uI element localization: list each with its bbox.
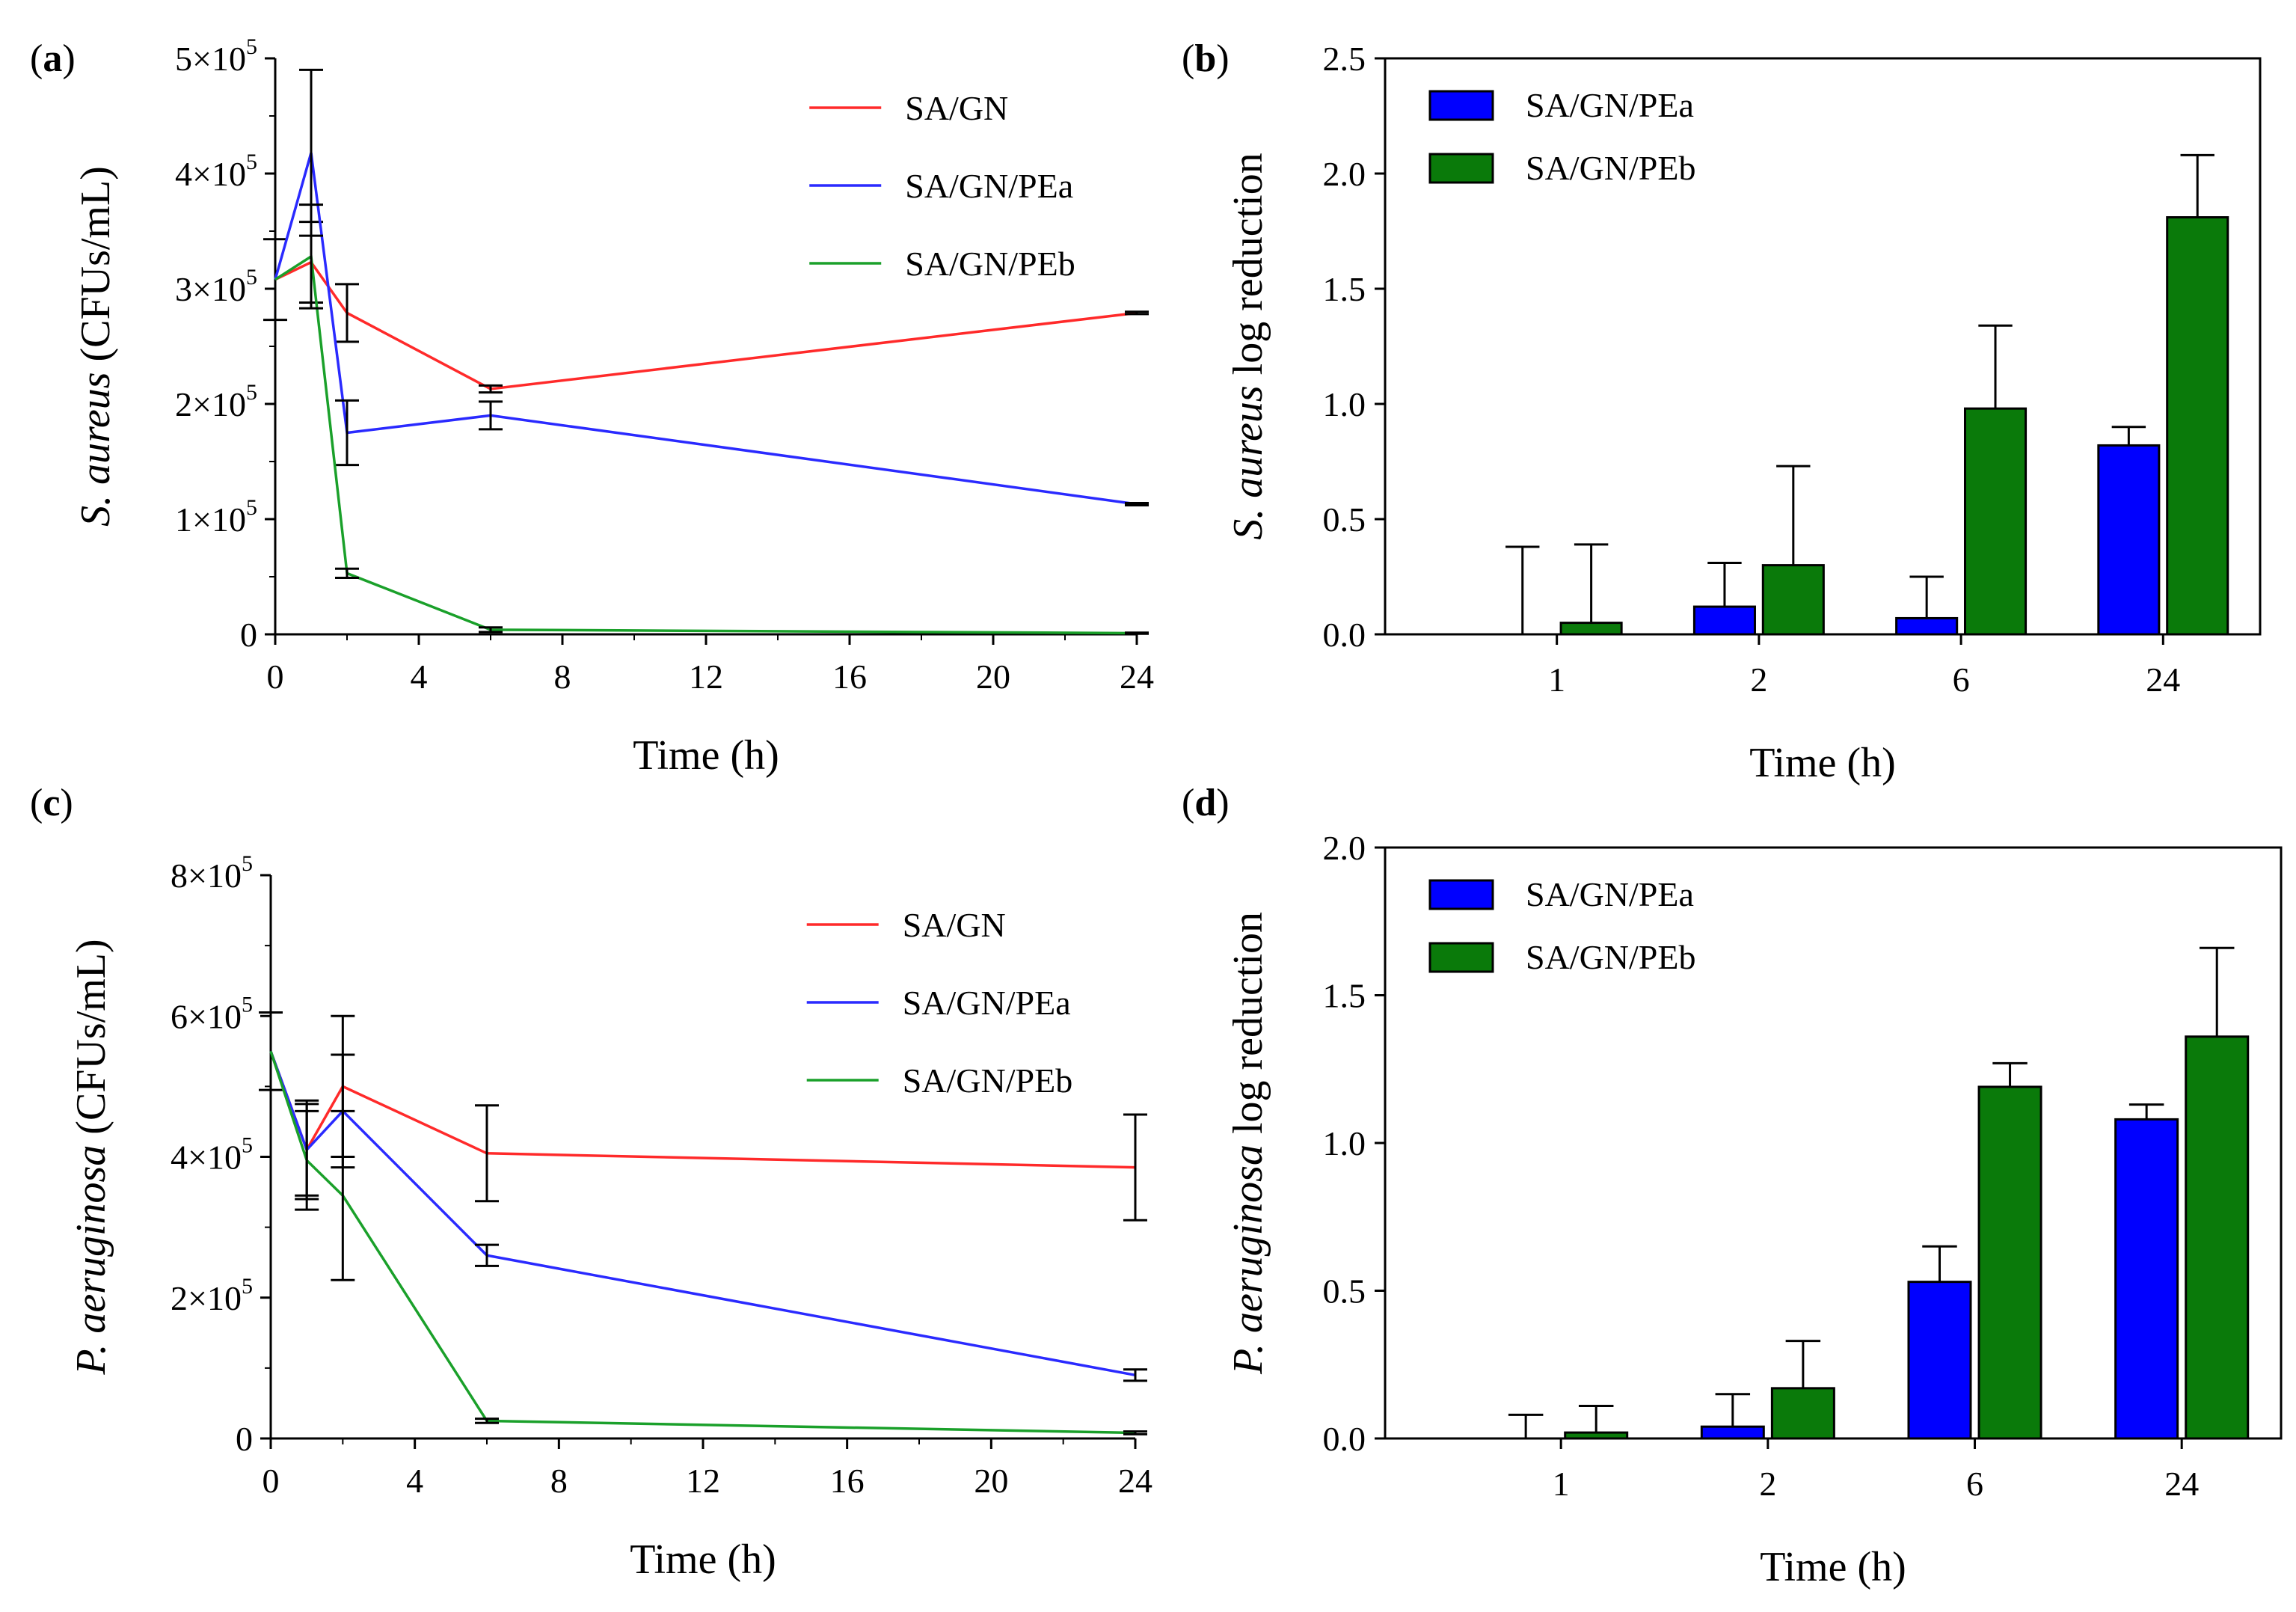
- bar-sa-gn-peb: [2185, 1035, 2250, 1440]
- x-axis-title: Time (h): [630, 1536, 776, 1583]
- x-tick-label: 20: [974, 1462, 1008, 1500]
- x-tick-label: 24: [1120, 658, 1154, 696]
- y-tick-label: 0.5: [1323, 1272, 1366, 1311]
- series-line-sa-gn-pea: [269, 1050, 1136, 1377]
- y-tick-label: 2.0: [1323, 155, 1366, 193]
- legend-label: SA/GN/PEb: [903, 1061, 1072, 1100]
- legend-label: SA/GN: [905, 89, 1008, 127]
- y-tick-label: 3×105: [175, 265, 257, 308]
- y-tick-label: 4×105: [171, 1133, 253, 1177]
- bar-sa-gn-pea: [1895, 616, 1959, 636]
- panel-c-line-chart: 0 4 8 12 16 20 24 0 2×105 4×105 6×105 8×105 SA/GN SA/…: [30, 782, 1152, 1583]
- y-axis-title: S. aureus log reduction: [1225, 153, 1271, 539]
- x-tick-label: 0: [267, 658, 284, 696]
- x-axis-title: Time (h): [1749, 740, 1896, 786]
- y-tick-label: 0.0: [1323, 1420, 1366, 1458]
- y-tick-label: 1.5: [1323, 977, 1366, 1015]
- y-tick-label: 0.5: [1323, 500, 1366, 539]
- y-tick-label: 5×105: [175, 34, 257, 78]
- panel-label-c: (c): [30, 782, 73, 824]
- x-tick-label: 2: [1759, 1465, 1776, 1503]
- legend-label: SA/GN/PEa: [905, 167, 1073, 205]
- series-line-sa-gn-peb: [269, 1050, 1136, 1435]
- x-tick-label: 2: [1750, 661, 1767, 699]
- legend-label: SA/GN/PEa: [1526, 875, 1694, 913]
- bar-sa-gn-peb: [1963, 407, 2028, 636]
- legend-label: SA/GN: [903, 906, 1006, 944]
- x-tick-label: 24: [2146, 661, 2180, 699]
- x-tick-label: 6: [1966, 1465, 1983, 1503]
- bar-sa-gn-pea: [1907, 1281, 1972, 1440]
- x-axis-title: Time (h): [633, 732, 779, 779]
- y-tick-label: 1.0: [1323, 1124, 1366, 1162]
- y-tick-label: 2.5: [1323, 40, 1366, 78]
- x-tick-label: 16: [830, 1462, 865, 1500]
- x-tick-label: 24: [2164, 1465, 2199, 1503]
- y-axis-title: P. aeruginosa (CFUs/mL): [68, 939, 114, 1375]
- legend-label: SA/GN/PEb: [1526, 149, 1695, 187]
- legend-label: SA/GN/PEb: [1526, 938, 1695, 976]
- panel-label-d: (d): [1182, 782, 1230, 824]
- y-tick-label: 0: [240, 616, 257, 654]
- y-tick-label: 1.0: [1323, 385, 1366, 423]
- bar-sa-gn-pea: [2097, 444, 2161, 636]
- x-tick-label: 12: [689, 658, 723, 696]
- legend-label: SA/GN/PEb: [905, 245, 1075, 283]
- x-tick-label: 24: [1118, 1462, 1152, 1500]
- x-tick-label: 6: [1953, 661, 1970, 699]
- panel-d-bar-chart: 0.0 0.5 1.0 1.5 2.0 1 2 6 24 SA/GN/PEa SA/GN/PEb Ti…: [1182, 782, 2283, 1590]
- x-tick-label: 16: [832, 658, 867, 696]
- y-tick-label: 2×105: [175, 380, 257, 423]
- y-tick-label: 1×105: [175, 495, 257, 539]
- bar-sa-gn-peb: [2166, 216, 2229, 636]
- y-tick-label: 0: [236, 1420, 253, 1458]
- bar-sa-gn-pea: [1692, 605, 1756, 636]
- x-tick-label: 12: [686, 1462, 720, 1500]
- bar-sa-gn-peb: [1564, 1431, 1629, 1440]
- y-tick-label: 0.0: [1323, 616, 1366, 654]
- legend-swatch: [1428, 153, 1494, 184]
- x-tick-label: 8: [554, 658, 571, 696]
- x-tick-label: 4: [411, 658, 428, 696]
- panel-b-bar-chart: 0.0 0.5 1.0 1.5 2.0 2.5 1 2 6 24 SA/GN/PEa SA/GN/PE…: [1182, 37, 2262, 786]
- bar-sa-gn-pea: [2114, 1118, 2179, 1440]
- panel-label-b: (b): [1182, 37, 1230, 80]
- legend-label: SA/GN/PEa: [1526, 86, 1694, 124]
- legend-swatch: [1428, 942, 1494, 973]
- x-tick-label: 4: [406, 1462, 423, 1500]
- bar-sa-gn-peb: [1977, 1085, 2042, 1440]
- x-tick-label: 1: [1548, 661, 1565, 699]
- y-axis-title: P. aeruginosa log reduction: [1225, 912, 1271, 1375]
- panel-a-line-chart: 0 4 8 12 16 20 24 0 1×105 2×105 3×105 4×105 5×105 SA/…: [30, 34, 1154, 779]
- x-tick-label: 1: [1553, 1465, 1570, 1503]
- x-tick-label: 20: [976, 658, 1010, 696]
- y-tick-label: 2.0: [1323, 829, 1366, 867]
- y-tick-label: 4×105: [175, 150, 257, 193]
- panel-label-a: (a): [30, 37, 76, 80]
- y-tick-label: 2×105: [171, 1274, 253, 1317]
- legend-label: SA/GN/PEa: [903, 984, 1071, 1022]
- bar-sa-gn-pea: [1700, 1425, 1765, 1440]
- y-tick-label: 8×105: [171, 851, 253, 895]
- bar-sa-gn-peb: [1559, 622, 1623, 636]
- y-tick-label: 1.5: [1323, 270, 1366, 308]
- x-tick-label: 8: [550, 1462, 568, 1500]
- y-axis-title: S. aureus (CFUs/mL): [73, 166, 119, 527]
- x-axis-title: Time (h): [1760, 1544, 1906, 1590]
- y-tick-label: 6×105: [171, 992, 253, 1035]
- bar-sa-gn-peb: [1761, 564, 1825, 636]
- legend-swatch: [1428, 879, 1494, 910]
- bar-sa-gn-peb: [1770, 1387, 1835, 1440]
- x-tick-label: 0: [263, 1462, 280, 1500]
- legend-swatch: [1428, 90, 1494, 121]
